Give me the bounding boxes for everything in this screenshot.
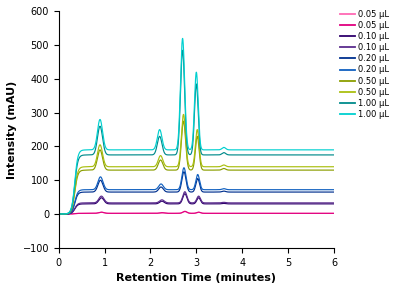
X-axis label: Retention Time (minutes): Retention Time (minutes)	[116, 273, 276, 283]
Legend: 0.05 μL, 0.05 μL, 0.10 μL, 0.10 μL, 0.20 μL, 0.20 μL, 0.50 μL, 0.50 μL, 1.00 μL,: 0.05 μL, 0.05 μL, 0.10 μL, 0.10 μL, 0.20…	[337, 7, 393, 122]
Y-axis label: Intensity (mAU): Intensity (mAU)	[7, 80, 17, 179]
